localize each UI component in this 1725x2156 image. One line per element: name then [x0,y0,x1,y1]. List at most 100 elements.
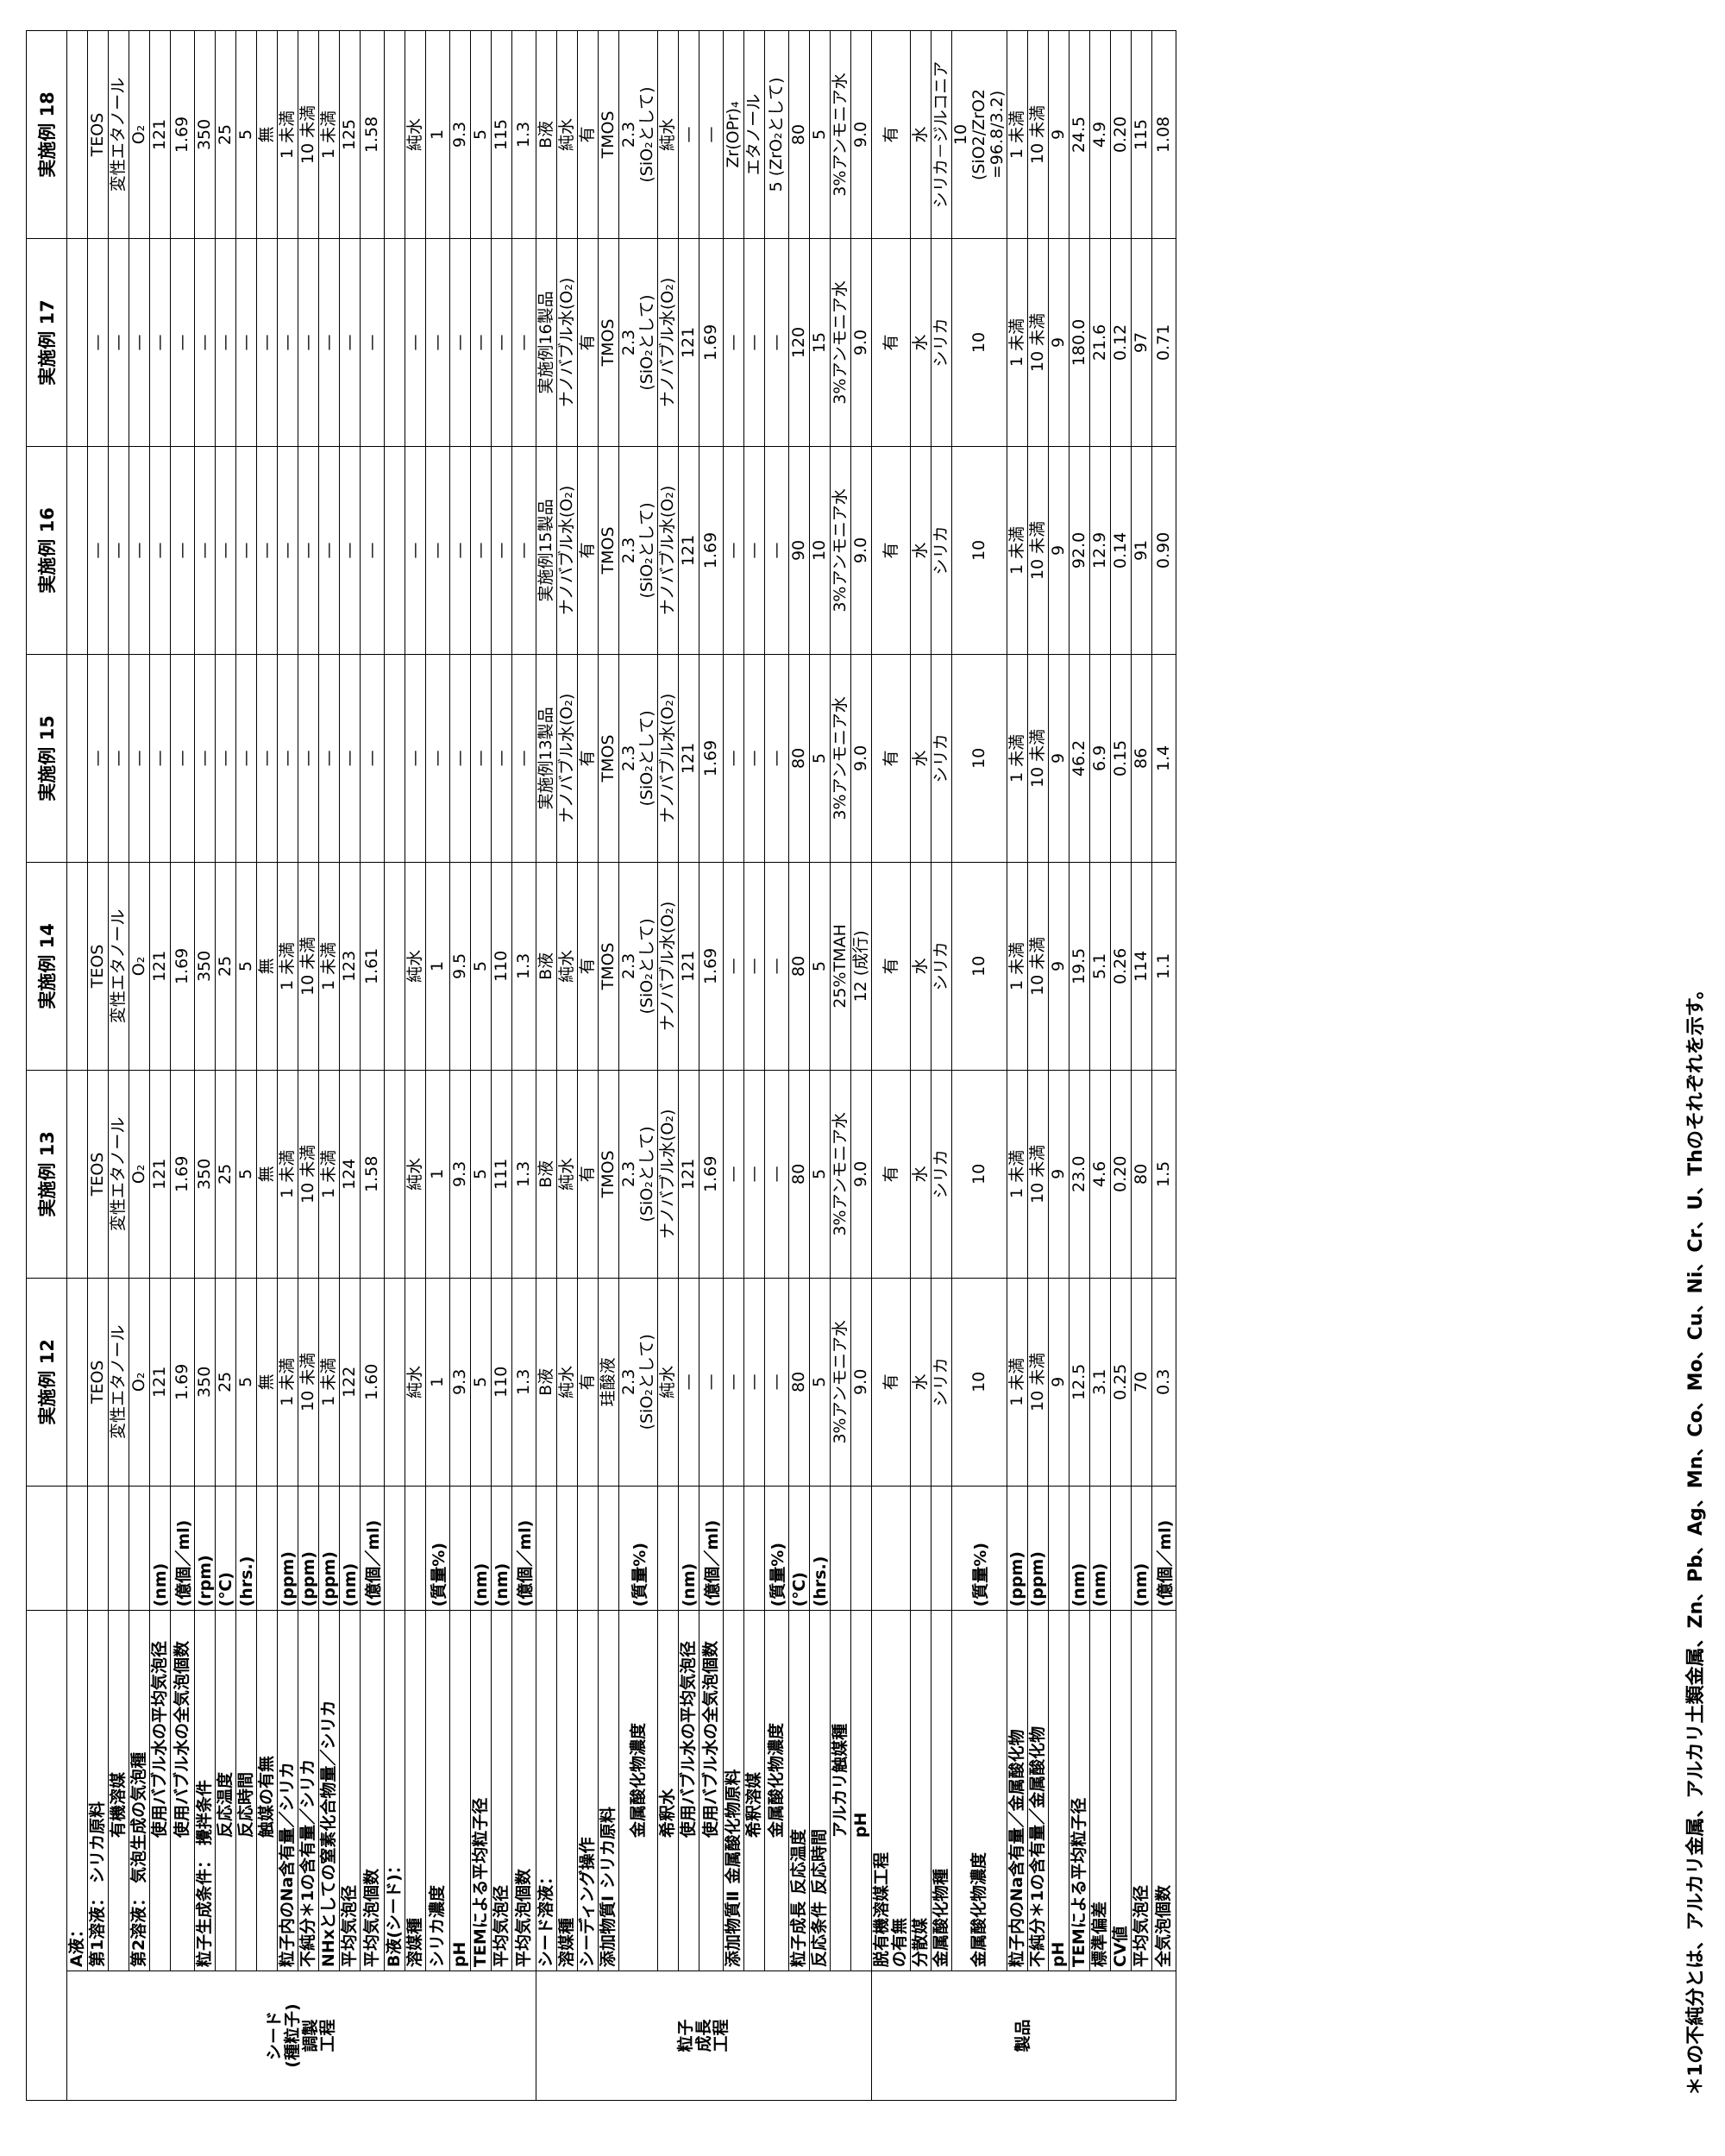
value-cell: 10 [951,862,1007,1071]
table-row: 金属酸化物濃度 (質量%) — — — — — —5 (ZrO₂として) [764,30,789,2101]
row-label: 溶媒種 [405,1610,426,1971]
value-cell: 5 [809,1070,831,1279]
row-unit: (nm) [678,1486,699,1611]
value-cell: 2.3 (SiO₂として) [618,1278,658,1487]
row-unit: (ppm) [1007,1486,1028,1611]
value-cell: 純水 [657,30,679,239]
row-label: アルカリ触媒種 [830,1610,851,1971]
value-cell: 実施例13製品 [536,654,557,863]
row-unit [743,1486,765,1611]
value-cell: 15 [809,238,831,447]
value-cell: 有 [577,30,599,239]
table-row: シーディング操作有有有有有有有 [577,30,599,2101]
value-cell: 0.12 [1110,238,1132,447]
value-cell: — [318,654,340,863]
row-unit [577,1486,599,1611]
value-cell: 1.69 [170,862,195,1071]
row-label: 分散媒 [910,1610,932,1971]
value-cell: — [215,446,236,655]
value-cell: — [678,1278,699,1487]
value-cell: 121 [678,654,699,863]
value-cell: 121 [678,238,699,447]
unit-header-cell [26,1486,67,1611]
value-cell: 123 [339,862,361,1071]
row-label: A液： [66,1610,88,1971]
value-cell: 有 [871,30,911,239]
value-cell: 5 [809,1278,831,1487]
value-cell: 10 [951,1070,1007,1279]
value-cell: 121 [149,1278,171,1487]
value-cell: 1.3 [511,862,536,1071]
value-cell: 10 [809,446,831,655]
value-cell: シリカ－ジルコニア [931,30,952,239]
value-cell: — [277,654,298,863]
value-cell [384,30,405,239]
value-cell: — [425,654,450,863]
value-cell: 111 [491,1070,512,1279]
example-header: 実施例 14 [26,862,67,1071]
value-cell: ナノバブル水(O₂) [657,654,679,863]
row-label-main: 不純分＊1の含有量／金属酸化物 [1027,1725,1047,1968]
row-label: 希釈溶媒 [743,1610,765,1971]
table-row: 金属酸化物種 シリカ シリカ シリカ シリカ シリカ シリカ シリカ－ジルコニア [931,30,952,2101]
value-cell: 1.69 [699,1070,724,1279]
row-unit [449,1486,471,1611]
value-cell: 純水 [405,1278,426,1487]
table-row: アルカリ触媒種 3%アンモニア水 3%アンモニア水 25%TMAH 3%アンモニア水 3%… [830,30,851,2101]
row-label-main: 粒子生成条件： [195,1852,215,1968]
value-cell: — [491,654,512,863]
value-cell: — [764,862,789,1071]
value-cell: 変性エタノール [108,30,129,239]
value-cell [384,238,405,447]
value-cell: 1.69 [170,1278,195,1487]
row-label-sub: 使用バブル水の全気泡個数 [172,1641,192,1839]
value-cell: 0.25 [1110,1278,1132,1487]
value-cell: — [149,446,171,655]
table-row: B液(シード)： [384,30,405,2101]
value-cell: — [511,654,536,863]
value-cell: — [764,238,789,447]
value-cell: — [743,1278,765,1487]
value-cell: 有 [577,238,599,447]
value-cell: — [339,238,361,447]
value-cell: O₂ [129,1070,150,1279]
value-cell: — [129,238,150,447]
value-cell: 1.69 [699,862,724,1071]
value-cell [66,1070,88,1279]
value-cell: 10 未満 [1027,446,1049,655]
value-cell: ナノバブル水(O₂) [556,238,578,447]
value-cell: 変性エタノール [108,862,129,1071]
value-cell: — [277,446,298,655]
value-cell: 5 [235,1278,257,1487]
row-label-main: シリカ濃度 [428,1885,448,1968]
value-cell: 水 [910,1278,932,1487]
value-cell: — [194,238,216,447]
value-cell: 10 未満 [298,1070,319,1279]
value-cell: — [405,654,426,863]
row-label: 溶媒種 [556,1610,578,1971]
value-cell: TMOS [598,30,619,239]
value-cell: 90 [788,446,810,655]
table-row: 平均気泡径 (nm) 110 111 110— — —115 [491,30,512,2101]
value-cell: — [170,238,195,447]
value-cell: 350 [194,1070,216,1279]
value-cell: 10 [951,238,1007,447]
value-cell: — [743,238,765,447]
row-label-sub: シリカ原料 [88,1801,108,1883]
row-label-sub: 使用バブル水の平均気泡径 [150,1641,170,1839]
value-cell: 水 [910,30,932,239]
row-unit: (℃) [788,1486,810,1611]
row-unit: (hrs.) [235,1486,257,1611]
value-cell: — [699,1278,724,1487]
row-unit [536,1486,557,1611]
row-unit [1048,1486,1070,1611]
table-row: 金属酸化物濃度 (質量%) 10 10 10 10 10 10 10 (SiO2/ZrO2 =9… [951,30,1007,2101]
row-unit: (hrs.) [809,1486,831,1611]
value-cell: — [108,446,129,655]
row-label-sub: 希釈溶媒 [744,1772,764,1839]
value-cell: 0.90 [1151,446,1176,655]
row-label: シード溶液： [536,1610,557,1971]
value-cell: 121 [149,1070,171,1279]
value-cell: 9.0 [850,1278,872,1487]
table-row: 使用バブル水の全気泡個数 (億個／ml) 1.69 1.69 1.69— — —1.69 [170,30,195,2101]
